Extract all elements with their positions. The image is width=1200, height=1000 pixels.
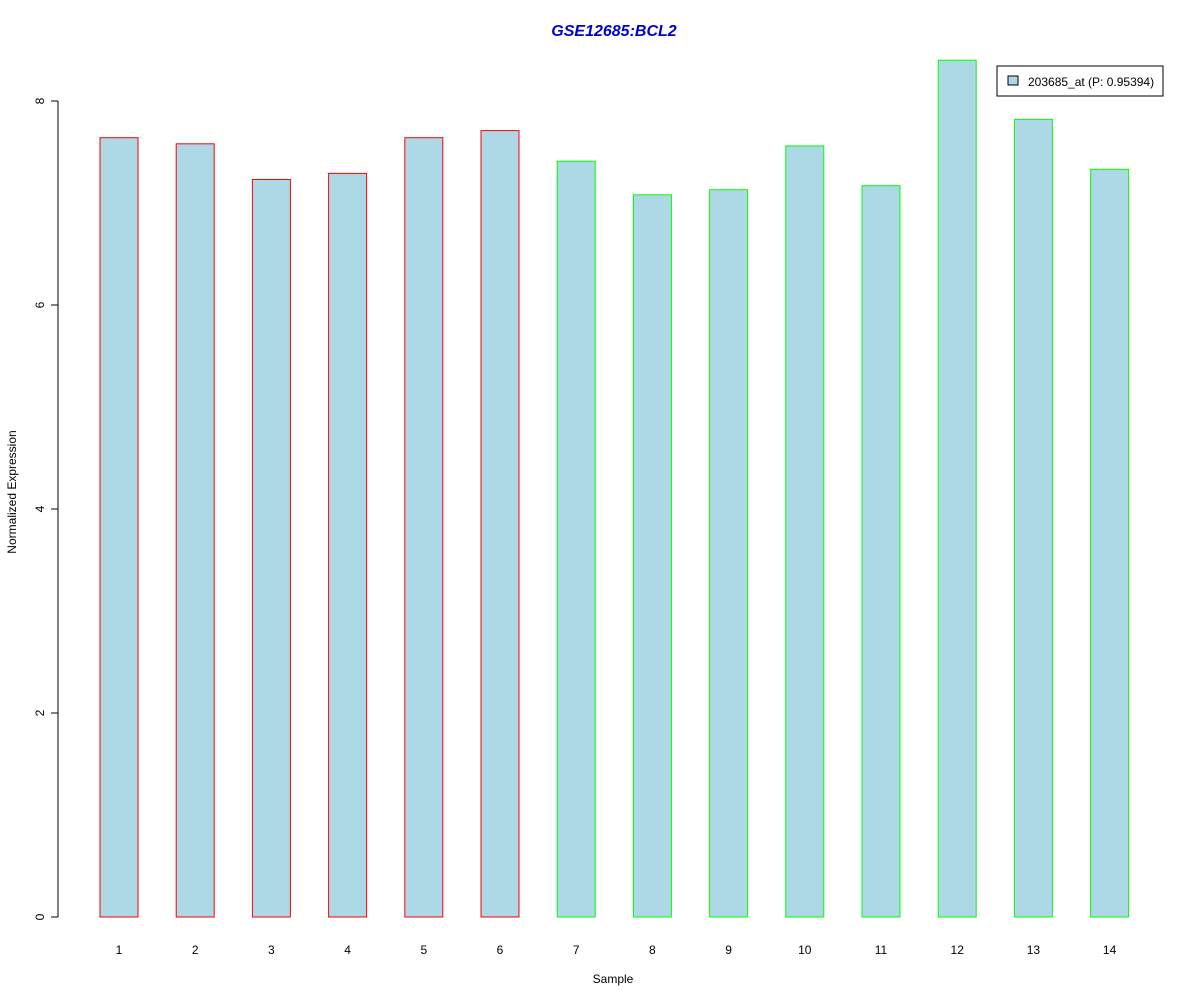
bars-group — [99, 59, 1130, 918]
bar-sample-7 — [556, 160, 596, 918]
x-tick-label: 9 — [725, 943, 732, 957]
bar-sample-9 — [709, 189, 749, 918]
x-tick-label: 13 — [1027, 943, 1041, 957]
legend-box — [996, 65, 1164, 97]
x-tick-label: 8 — [649, 943, 656, 957]
bar-sample-8 — [632, 194, 672, 918]
legend-label: 203685_at (P: 0.95394) — [1028, 75, 1154, 89]
bar-sample-3 — [251, 179, 291, 918]
x-tick-label: 10 — [798, 943, 812, 957]
bar-sample-13 — [1013, 118, 1053, 918]
bar-sample-5 — [404, 137, 444, 918]
x-tick-label: 7 — [573, 943, 580, 957]
x-tick-label: 11 — [875, 943, 888, 957]
y-axis-label: Normalized Expression — [5, 430, 19, 553]
x-tick-label: 14 — [1103, 943, 1117, 957]
x-axis-label: Sample — [593, 972, 634, 986]
bar-sample-2 — [175, 143, 215, 918]
bar-sample-12 — [937, 59, 977, 918]
x-tick-label: 2 — [192, 943, 199, 957]
x-tick-labels: 1 2 3 4 5 6 7 8 9 10 11 12 13 14 — [116, 943, 1117, 957]
chart-title: GSE12685:BCL2 — [551, 23, 676, 40]
bar-sample-14 — [1090, 168, 1130, 918]
y-tick-label: 4 — [33, 505, 47, 512]
x-tick-label: 1 — [116, 943, 123, 957]
x-tick-label: 6 — [497, 943, 504, 957]
legend: 203685_at (P: 0.95394) — [996, 65, 1164, 97]
bar-sample-10 — [785, 145, 825, 918]
x-tick-label: 12 — [951, 943, 965, 957]
y-tick-label: 8 — [33, 97, 47, 104]
y-tick-label: 0 — [33, 913, 47, 920]
y-tick-label: 2 — [33, 709, 47, 716]
y-tick-label: 6 — [33, 301, 47, 308]
x-tick-label: 3 — [268, 943, 275, 957]
bar-sample-1 — [99, 137, 139, 918]
bar-sample-4 — [328, 172, 368, 918]
x-tick-label: 4 — [344, 943, 351, 957]
legend-swatch — [1007, 75, 1019, 86]
bar-sample-11 — [861, 185, 901, 918]
x-tick-label: 5 — [420, 943, 427, 957]
bar-sample-6 — [480, 130, 520, 918]
y-axis: 0 2 4 6 8 — [33, 97, 59, 920]
